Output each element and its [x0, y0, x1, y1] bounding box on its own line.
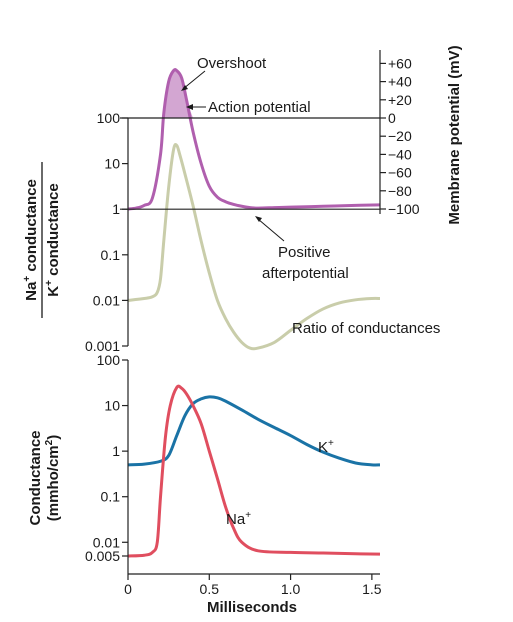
overshoot-label: Overshoot: [197, 55, 267, 72]
top-right-ticks: +60 +40 +20 0 −20 −40 −60 −80 −100: [380, 55, 420, 217]
top-left-ticks: 100 10 1 0.1 0.01 0.001: [85, 110, 128, 354]
afterpotential-arrowhead: [255, 216, 262, 222]
potential-tick-label: −60: [388, 165, 412, 181]
top-panel: 100 10 1 0.1 0.01 0.001 +60 +40 +20 0 −20 −40 −60 −8…: [22, 45, 463, 354]
conductance-axis-label-line1: Conductance: [27, 430, 44, 525]
potential-tick-label: −100: [388, 201, 420, 217]
potential-tick-label: +60: [388, 55, 412, 71]
ratio-tick-label: 100: [97, 110, 121, 126]
action-potential-arrowhead: [186, 104, 193, 110]
ratio-tick-label: 10: [104, 156, 120, 172]
conductance-tick-label: 0.1: [101, 489, 121, 505]
k-series-label: K+: [318, 438, 334, 456]
conductance-tick-label: 100: [97, 352, 121, 368]
x-tick-label: 1.5: [362, 581, 382, 597]
conductance-tick-label: 0.005: [85, 548, 120, 564]
ratio-of-conductances-label: Ratio of conductances: [292, 320, 440, 337]
afterpotential-label-line2: afterpotential: [262, 265, 349, 282]
afterpotential-arrow: [257, 218, 285, 242]
bottom-left-ticks: 100 10 1 0.1 0.010.005: [85, 352, 128, 564]
x-tick-label: 0: [124, 581, 132, 597]
conductance-tick-label: 10: [104, 398, 120, 414]
ratio-tick-label: 0.1: [101, 247, 121, 263]
na-conductance-line: [127, 384, 381, 558]
ratio-tick-label: 0.01: [93, 292, 120, 308]
potential-tick-label: −20: [388, 128, 412, 144]
x-axis-label: Milliseconds: [207, 599, 297, 616]
membrane-potential-axis-label: Membrane potential (mV): [446, 45, 463, 224]
conductance-axis-label-line2: (mmho/cm2): [44, 435, 62, 521]
potential-tick-label: +40: [388, 74, 412, 90]
potential-tick-label: −80: [388, 183, 412, 199]
potential-tick-label: −40: [388, 146, 412, 162]
action-potential-label: Action potential: [208, 99, 311, 116]
ratio-axis-label: Na+ conductance K+ conductance: [22, 162, 62, 318]
overshoot-arrowhead: [181, 85, 188, 91]
ratio-axis-label-denominator: K+ conductance: [44, 183, 62, 296]
potential-tick-label: +20: [388, 92, 412, 108]
conductance-axis-label: Conductance (mmho/cm2): [27, 430, 62, 525]
x-ticks: 0 0.5 1.0 1.5: [124, 574, 382, 597]
ratio-tick-label: 1: [112, 201, 120, 217]
potential-tick-label: 0: [388, 110, 396, 126]
x-tick-label: 1.0: [281, 581, 301, 597]
bottom-panel: 100 10 1 0.1 0.010.005 0 0.5 1.0 1.5 Conductanc…: [27, 352, 382, 616]
action-potential-line: [127, 68, 381, 211]
overshoot-arrow: [182, 70, 206, 90]
conductance-tick-label: 1: [112, 443, 120, 459]
ratio-of-conductances-line: [127, 143, 381, 351]
na-series-label: Na+: [226, 510, 251, 528]
conductance-tick-label: 0.01: [93, 534, 120, 550]
k-conductance-line: [127, 395, 381, 467]
x-tick-label: 0.5: [200, 581, 220, 597]
afterpotential-label-line1: Positive: [278, 244, 331, 261]
ratio-tick-label: 0.001: [85, 338, 120, 354]
ratio-axis-label-numerator: Na+ conductance: [22, 179, 40, 301]
